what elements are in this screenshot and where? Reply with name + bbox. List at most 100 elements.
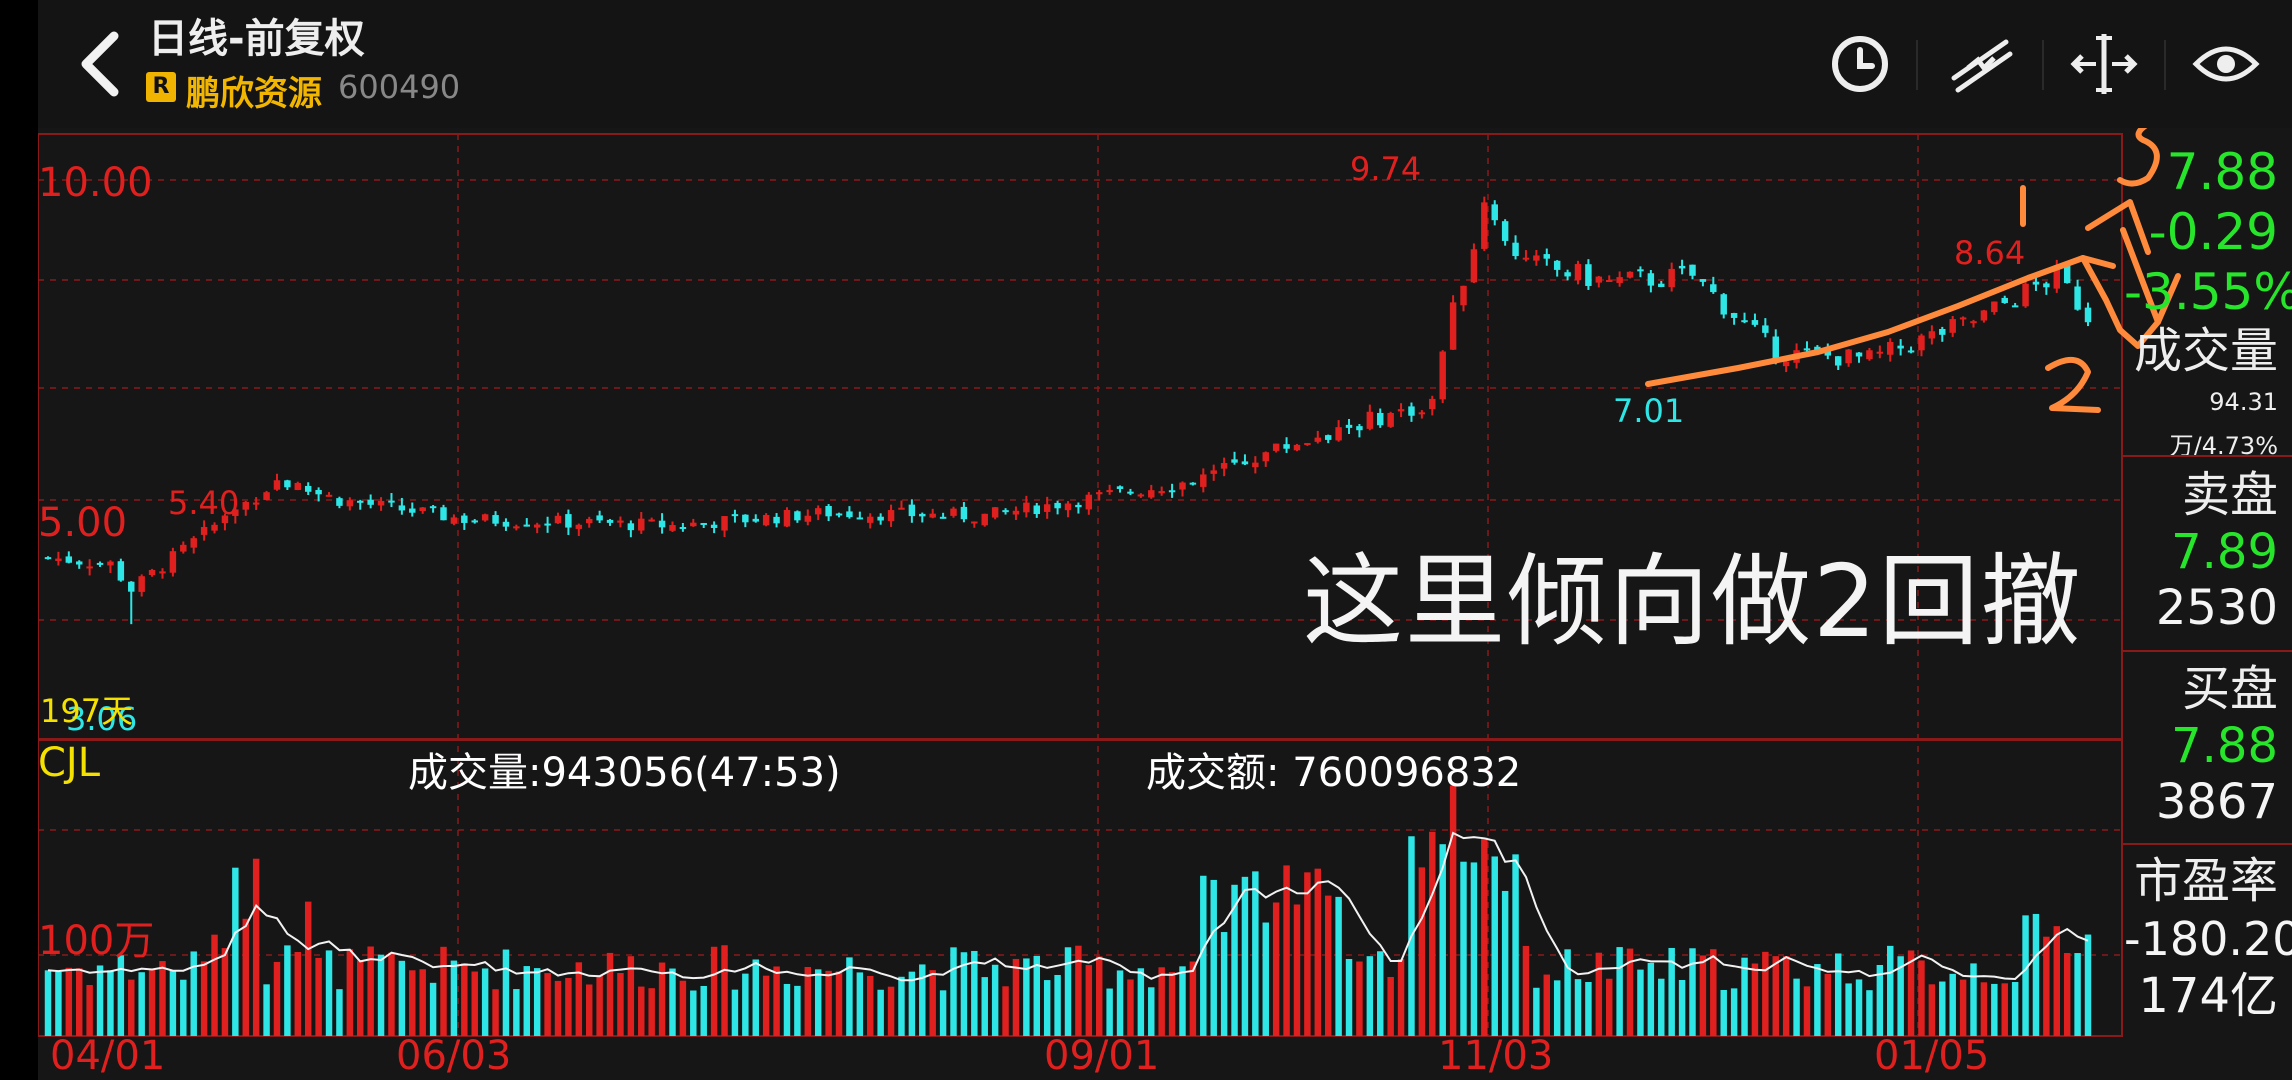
volume-bar [1470,862,1478,1036]
volume-bar [2043,936,2050,1036]
volume-bar [1200,875,1207,1036]
volume-bar [2053,926,2061,1036]
volume-bar [461,963,468,1036]
volume-bar [585,984,593,1036]
candle-body [1345,424,1353,428]
candle-body [2074,286,2081,310]
volume-bar [55,971,62,1036]
candle-body [1324,435,1332,440]
volume-bar [357,960,364,1036]
candle-body [1595,276,1603,283]
candle-body [804,515,812,522]
volume-bar [159,961,166,1036]
candle-body [1585,264,1592,286]
volume-bar [1626,948,1634,1036]
volume-bar [533,968,541,1036]
candle-body [1283,444,1290,449]
volume-bar [107,970,114,1036]
volume-bar [1991,983,1998,1036]
candle-body [731,514,739,517]
candle-body [960,506,968,520]
volume-bar [1605,978,1613,1036]
volume-bar [1304,872,1311,1036]
candle-body [1127,491,1134,494]
volume-bar [752,959,759,1036]
volume-bar [1762,951,1769,1036]
volume-bar [1501,890,1509,1036]
candle-body [221,515,229,524]
volume-bar [1356,961,1363,1036]
candle-body [669,525,676,531]
volume-bar [315,957,322,1036]
volume-bar [804,966,812,1036]
draw-line-icon[interactable] [1946,28,2018,100]
eye-icon[interactable] [2190,28,2262,100]
candle-body [1751,320,1759,325]
candle-body [1939,328,1946,335]
volume-bar [1980,982,1988,1036]
volume-bar [1668,947,1675,1036]
peak-price-label: 9.74 [1350,150,1422,188]
candle-body [1033,505,1041,515]
up-arrow [2120,227,2161,325]
candle-body [1491,204,1498,221]
volume-bar [919,964,926,1036]
volume-bar [1533,987,1540,1036]
candle-body [159,571,166,574]
volume-bar [263,984,270,1036]
volume-bar [1834,953,1842,1036]
volume-bar [398,960,406,1036]
volume-bar [440,946,447,1036]
indicator-name[interactable]: CJL [38,740,101,786]
candle-body [700,522,707,525]
back-arrow-icon[interactable] [62,24,142,104]
arrow-head [2085,199,2151,255]
volume-bar [544,973,551,1036]
volume-bar [377,954,385,1036]
volume-bar [1324,895,1332,1036]
volume-bar [211,934,218,1036]
volume-bar [887,986,895,1036]
candle-body [606,519,614,523]
candle-body [1814,346,1821,351]
candle-body [1699,279,1707,282]
volume-bar [1335,896,1342,1036]
candle-body [835,513,843,516]
candle-body [773,516,780,524]
candle-body [1605,280,1613,283]
volume-bar [1033,955,1041,1036]
candle-body [1054,502,1061,509]
volume-bar [284,945,291,1036]
candle-body [1512,242,1519,257]
candle-body [1720,294,1727,315]
volume-bar [1387,976,1394,1036]
kline-chart[interactable] [38,0,2292,1080]
candle-body [1658,283,1665,287]
volume-bar [1897,956,1904,1036]
buy-qty: 3867 [2155,774,2278,830]
candle-body [1481,202,1488,249]
volume-bar [1522,945,1530,1036]
last-price: 7.88 [2166,143,2278,201]
candle-body [96,562,104,565]
volume-bar [492,989,499,1036]
volume-bar [1949,973,1956,1036]
candle-body [794,511,801,521]
candle-body [679,527,687,530]
volume-bar [138,972,145,1036]
candle-body [1012,510,1020,515]
range-icon[interactable] [2068,28,2140,100]
volume-bar [1730,988,1738,1036]
candle-body [908,504,916,517]
volume-bar [1231,884,1238,1036]
volume-bar [1148,987,1155,1036]
volume-bar [1085,965,1093,1036]
candle-body [1647,273,1655,286]
recent-high-label: 8.64 [1954,234,2026,272]
volume-bar [523,966,531,1036]
left-high-label: 5.40 [168,484,240,522]
volume-bar [1855,979,1863,1036]
clock-icon[interactable] [1824,28,1896,100]
candle-body [825,505,832,517]
volume-bar [991,964,999,1036]
